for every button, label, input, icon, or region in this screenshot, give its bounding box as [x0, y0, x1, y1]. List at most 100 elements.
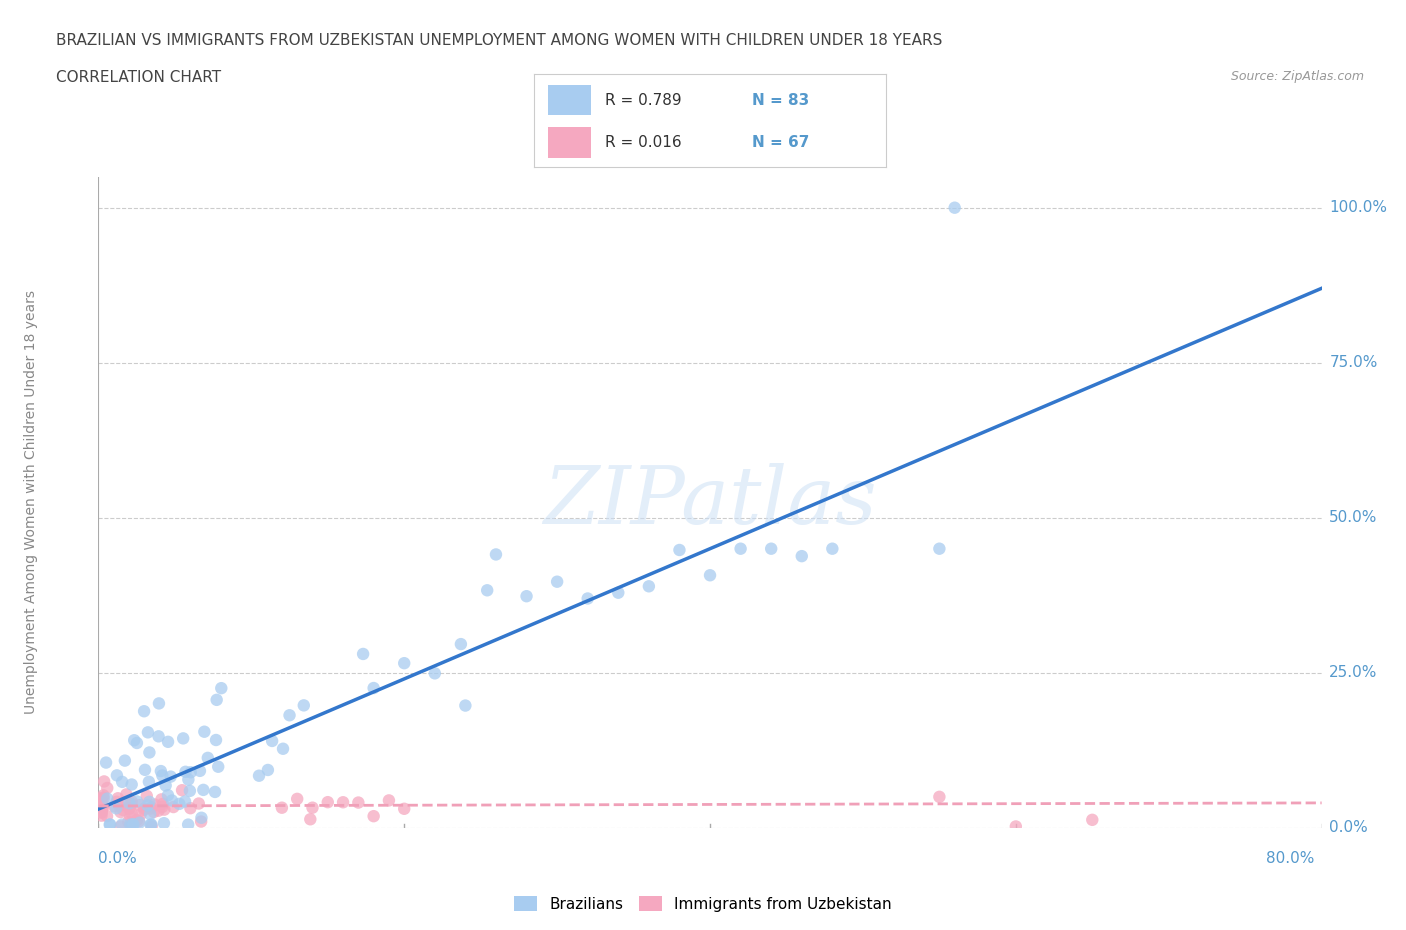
Point — [316, 795, 339, 810]
Point — [150, 792, 173, 807]
Point — [292, 698, 315, 712]
Point — [118, 801, 141, 816]
Point — [207, 759, 229, 774]
Point — [943, 200, 966, 215]
Point — [928, 790, 950, 804]
Point — [363, 809, 385, 824]
Point — [790, 549, 813, 564]
Point — [179, 783, 201, 798]
Point — [148, 729, 170, 744]
Point — [120, 809, 142, 824]
Point — [128, 798, 150, 813]
Point — [257, 763, 280, 777]
Text: 80.0%: 80.0% — [1267, 851, 1315, 866]
Text: R = 0.016: R = 0.016 — [605, 135, 681, 150]
Point — [174, 764, 197, 779]
Text: N = 67: N = 67 — [752, 135, 810, 150]
Point — [129, 807, 152, 822]
Text: 50.0%: 50.0% — [1329, 511, 1378, 525]
Point — [111, 775, 134, 790]
Point — [132, 803, 155, 817]
Point — [177, 772, 200, 787]
Point — [142, 804, 165, 819]
Legend: Brazilians, Immigrants from Uzbekistan: Brazilians, Immigrants from Uzbekistan — [509, 889, 897, 918]
Point — [98, 817, 121, 832]
Text: Source: ZipAtlas.com: Source: ZipAtlas.com — [1230, 70, 1364, 83]
Point — [118, 802, 141, 817]
Point — [546, 574, 568, 589]
Point — [134, 802, 156, 817]
Point — [301, 800, 323, 815]
Point — [111, 795, 134, 810]
Point — [392, 656, 416, 671]
Point — [111, 817, 134, 832]
Point — [262, 734, 284, 749]
Point — [93, 788, 115, 803]
Point — [205, 733, 228, 748]
Point — [121, 794, 143, 809]
Point — [105, 794, 128, 809]
Point — [1004, 819, 1026, 834]
Point — [174, 794, 197, 809]
Point — [110, 804, 132, 819]
Point — [90, 795, 112, 810]
Point — [91, 790, 114, 805]
Point — [172, 731, 194, 746]
Point — [352, 646, 374, 661]
Point — [162, 800, 184, 815]
Text: 100.0%: 100.0% — [1329, 200, 1388, 215]
Point — [141, 819, 163, 834]
Bar — [548, 127, 591, 158]
Point — [107, 790, 129, 805]
Point — [152, 796, 174, 811]
Point — [136, 724, 159, 739]
Point — [122, 733, 145, 748]
Point — [153, 816, 176, 830]
Point — [103, 799, 125, 814]
Point — [150, 800, 173, 815]
Point — [96, 780, 118, 795]
Point — [363, 681, 385, 696]
Point — [1081, 813, 1104, 828]
Point — [141, 800, 163, 815]
Point — [143, 797, 166, 812]
Point — [332, 795, 354, 810]
Point — [177, 817, 200, 832]
Point — [149, 764, 172, 778]
Point — [179, 801, 201, 816]
Point — [138, 775, 160, 790]
Point — [90, 802, 112, 817]
Point — [121, 777, 143, 792]
Text: ZIPatlas: ZIPatlas — [543, 463, 877, 541]
Point — [668, 542, 690, 557]
Point — [93, 800, 115, 815]
Point — [450, 637, 472, 652]
Point — [105, 801, 128, 816]
Point — [118, 796, 141, 811]
Point — [141, 817, 163, 832]
Point — [96, 809, 118, 824]
Point — [423, 666, 446, 681]
Point — [160, 793, 183, 808]
Text: N = 83: N = 83 — [752, 93, 810, 108]
Point — [607, 585, 630, 600]
Point — [271, 741, 294, 756]
Point — [114, 753, 136, 768]
Point — [730, 541, 752, 556]
Point — [90, 803, 112, 817]
Point — [111, 803, 134, 817]
Point — [125, 794, 148, 809]
Text: BRAZILIAN VS IMMIGRANTS FROM UZBEKISTAN UNEMPLOYMENT AMONG WOMEN WITH CHILDREN U: BRAZILIAN VS IMMIGRANTS FROM UZBEKISTAN … — [56, 33, 942, 47]
Point — [139, 801, 162, 816]
Point — [120, 817, 142, 832]
Point — [138, 794, 160, 809]
Point — [128, 816, 150, 830]
Point — [187, 796, 209, 811]
Point — [93, 790, 115, 805]
Point — [136, 798, 159, 813]
Point — [148, 696, 170, 711]
Point — [110, 819, 132, 834]
Point — [190, 814, 212, 829]
Point — [120, 817, 142, 831]
Point — [197, 751, 219, 765]
